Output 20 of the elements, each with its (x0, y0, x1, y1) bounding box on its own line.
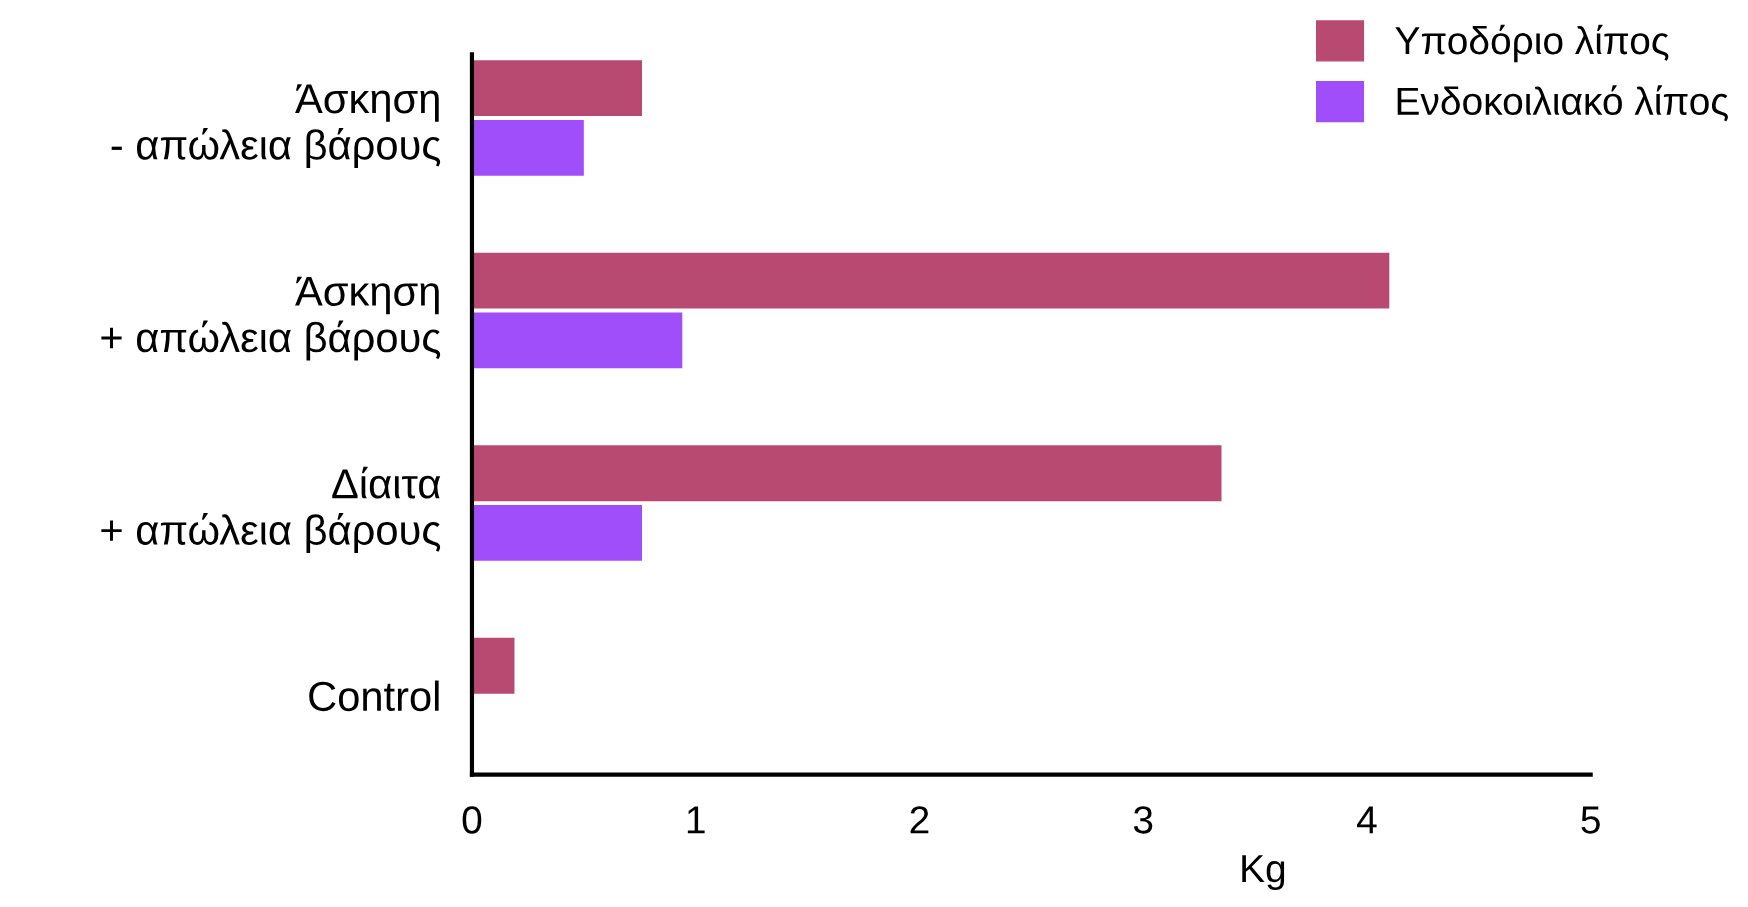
y-tick-label: Control (309, 680, 439, 712)
x-tick-label: 2 (910, 806, 929, 834)
bar (471, 119, 584, 176)
legend-label: Ενδοκοιλιακό λίπος (1397, 85, 1728, 122)
bar (471, 252, 1390, 309)
x-tick-label: 4 (1357, 806, 1377, 834)
bar (471, 637, 515, 694)
bar (471, 312, 683, 369)
legend-label: Υποδόριο λίπος (1395, 24, 1669, 63)
y-tick-label: Άσκηση + απώλεια βάρους (101, 276, 441, 361)
x-tick-label: 1 (687, 806, 705, 834)
bar (471, 445, 1222, 502)
x-axis-title: Kg (1242, 855, 1285, 891)
x-tick-label: 3 (1133, 806, 1153, 834)
bar (471, 60, 643, 117)
x-tick-label: 5 (1581, 806, 1600, 834)
y-tick-label: Άσκηση - απώλεια βάρους (111, 84, 441, 169)
y-tick-label: Δίαιτα + απώλεια βάρους (101, 466, 441, 554)
bar (471, 505, 643, 561)
x-tick-label: 0 (462, 806, 482, 834)
